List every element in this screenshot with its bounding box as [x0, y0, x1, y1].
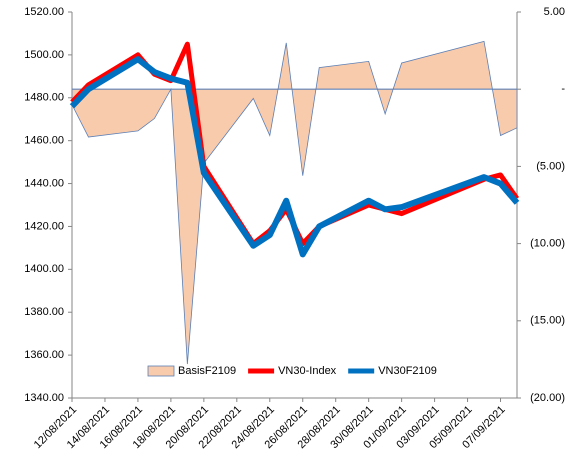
y-tick-label: 1420.00	[24, 220, 64, 232]
y-tick-label: 1500.00	[24, 49, 64, 61]
y2-tick-label: (20.00)	[530, 392, 565, 404]
y2-tick-label: (15.00)	[530, 315, 565, 327]
legend-swatch	[147, 365, 175, 377]
y2-tick-label: (10.00)	[530, 238, 565, 250]
y-tick-label: 1460.00	[24, 135, 64, 147]
y2-tick-label: 5.00	[544, 6, 565, 18]
legend: BasisF2109 VN30-Index VN30F2109	[147, 365, 437, 377]
y-tick-label: 1340.00	[24, 392, 64, 404]
legend-label: VN30-Index	[278, 365, 337, 377]
y-tick-label: 1440.00	[24, 177, 64, 189]
y-tick-label: 1480.00	[24, 92, 64, 104]
legend-label: BasisF2109	[178, 365, 236, 377]
basis-area	[71, 40, 518, 365]
y-tick-label: 1520.00	[24, 6, 64, 18]
y2-tick-label: -	[561, 83, 565, 95]
y-tick-label: 1400.00	[24, 263, 64, 275]
y-tick-label: 1360.00	[24, 349, 64, 361]
series-line	[69, 56, 520, 258]
y-tick-label: 1380.00	[24, 306, 64, 318]
legend-label: VN30F2109	[378, 365, 437, 377]
y2-tick-label: (5.00)	[536, 160, 565, 172]
